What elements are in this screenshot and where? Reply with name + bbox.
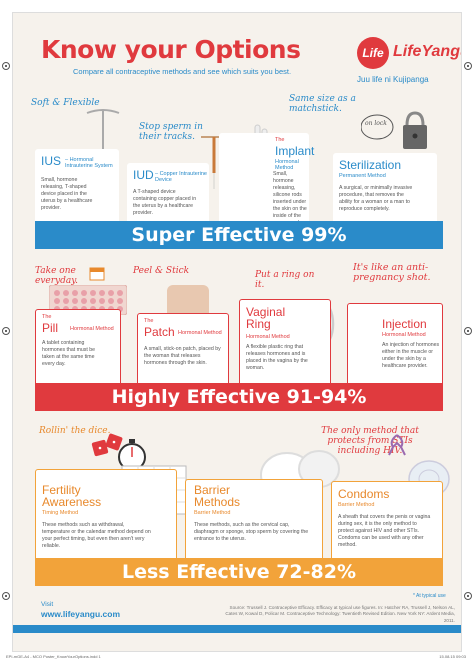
card-pill: The Pill Hormonal Method A tablet contai… bbox=[35, 309, 121, 387]
registration-mark bbox=[2, 592, 10, 600]
card-ius: IUS – Hormonal Intrauterine System Small… bbox=[35, 149, 119, 227]
logo-wordmark: LifeYangu bbox=[393, 43, 461, 60]
card-ius-name: IUS bbox=[41, 154, 62, 168]
calendar-icon bbox=[89, 267, 105, 281]
card-sterilization-sub: Permanent Method bbox=[339, 173, 386, 179]
card-iud-name: IUD bbox=[133, 168, 154, 182]
card-fertility-sub: Timing Method bbox=[42, 510, 79, 516]
card-sterilization: Sterilization Permanent Method A surgica… bbox=[333, 153, 437, 227]
card-vaginal-ring: Vaginal Ring Hormonal Method A flexible … bbox=[239, 299, 331, 387]
registration-mark bbox=[2, 62, 10, 70]
print-slug-right: 15.08.15 09:03 bbox=[439, 654, 466, 659]
card-iud: IUD – Copper Intrauterine Device A T-sha… bbox=[127, 163, 209, 227]
card-ring-name: Vaginal Ring bbox=[246, 305, 286, 331]
card-condoms-sub: Barrier Method bbox=[338, 502, 375, 508]
card-implant: The Implant Hormonal Method Small, hormo… bbox=[219, 133, 314, 240]
card-injection: Injection Hormonal Method An injection o… bbox=[347, 303, 443, 387]
tagline-ring: Put a ring on it. bbox=[255, 270, 315, 290]
card-fertility-awareness: Fertility Awareness Timing Method These … bbox=[35, 469, 177, 561]
card-patch-desc: A small, stick-on patch, placed by the w… bbox=[144, 346, 221, 367]
card-implant-name: Implant bbox=[275, 144, 315, 158]
card-patch-the: The bbox=[144, 318, 154, 324]
tagline-fertility: Rollin' the dice. bbox=[39, 426, 111, 436]
card-patch-sub: Hormonal Method bbox=[178, 330, 222, 336]
dice-icon bbox=[91, 433, 123, 457]
card-injection-desc: An injection of hormones either in the m… bbox=[382, 342, 440, 370]
card-pill-sub: Hormonal Method bbox=[70, 326, 114, 332]
awareness-ribbon-icon bbox=[388, 434, 406, 456]
card-fertility-desc: These methods such as withdrawal, temper… bbox=[42, 522, 151, 550]
registration-mark bbox=[2, 327, 10, 335]
footer-website-link[interactable]: www.lifeyangu.com bbox=[41, 609, 121, 619]
card-condoms: Condoms Barrier Method A sheath that cov… bbox=[331, 481, 443, 561]
card-barrier-sub: Barrier Method bbox=[194, 510, 231, 516]
tagline-patch: Peel & Stick bbox=[133, 266, 190, 276]
tagline-pill: Take one everyday. bbox=[35, 266, 79, 286]
page-subtitle: Compare all contraceptive methods and se… bbox=[73, 67, 292, 76]
card-ius-sub: – Hormonal Intrauterine System bbox=[65, 157, 113, 169]
footer-typical-use-note: * At typical use bbox=[413, 593, 446, 599]
card-ius-desc: Small, hormone releasing, T-shaped devic… bbox=[41, 177, 93, 212]
tagline-injection: It's like an anti-pregnancy shot. bbox=[353, 262, 431, 284]
tagline-sterilization: on lock bbox=[365, 120, 387, 127]
tagline-ius: Soft & Flexible bbox=[31, 98, 100, 108]
card-barrier-methods: Barrier Methods Barrier Method These met… bbox=[185, 479, 323, 561]
card-injection-sub: Hormonal Method bbox=[382, 332, 426, 338]
card-ring-desc: A flexible plastic ring that releases ho… bbox=[246, 344, 308, 372]
padlock-icon bbox=[361, 111, 427, 149]
tagline-condoms: The only method that protects from STIs … bbox=[321, 426, 419, 456]
registration-mark bbox=[464, 592, 472, 600]
tagline-iud: Stop sperm in their tracks. bbox=[139, 122, 203, 142]
card-condoms-desc: A sheath that covers the penis or vagina… bbox=[338, 514, 431, 549]
registration-mark bbox=[464, 327, 472, 335]
card-implant-the: The bbox=[275, 137, 285, 143]
card-iud-sub: – Copper Intrauterine Device bbox=[155, 171, 207, 183]
footer-source-citation: Source: Trussell J. Contraceptive Effica… bbox=[225, 605, 455, 623]
footer-bar bbox=[13, 625, 461, 633]
banner-highly-effective: Highly Effective 91-94% bbox=[35, 383, 443, 411]
card-sterilization-name: Sterilization bbox=[339, 158, 402, 172]
logo-circle: Life bbox=[357, 37, 389, 69]
logo-tagline: Juu life ni Kujipanga bbox=[357, 75, 429, 84]
print-slug-left: EPI-mGE-A4 - MCO Poster_KnowYourOptions.… bbox=[6, 654, 101, 659]
lifeyangu-logo: Life LifeYangu Juu life ni Kujipanga bbox=[357, 37, 461, 85]
card-patch: The Patch Hormonal Method A small, stick… bbox=[137, 313, 229, 387]
card-fertility-name: Fertility Awareness bbox=[42, 483, 102, 509]
registration-mark bbox=[464, 62, 472, 70]
card-sterilization-desc: A surgical, or minimally invasive proced… bbox=[339, 185, 413, 213]
card-injection-name: Injection bbox=[382, 317, 427, 331]
card-pill-desc: A tablet containing hormones that must b… bbox=[42, 340, 96, 368]
banner-less-effective: Less Effective 72-82% bbox=[35, 558, 443, 586]
card-iud-desc: A T-shaped device containing copper plac… bbox=[133, 189, 197, 217]
card-pill-name: Pill bbox=[42, 321, 59, 335]
card-implant-sub: Hormonal Method bbox=[275, 159, 299, 171]
card-condoms-name: Condoms bbox=[338, 487, 390, 501]
card-ring-sub: Hormonal Method bbox=[246, 334, 290, 340]
tagline-implant: Same size as a matchstick. bbox=[289, 94, 356, 114]
footer-visit-label: Visit bbox=[41, 601, 54, 608]
card-barrier-name: Barrier Methods bbox=[194, 483, 241, 509]
card-pill-the: The bbox=[42, 314, 52, 320]
banner-super-effective: Super Effective 99% bbox=[35, 221, 443, 249]
page-title: Know your Options bbox=[41, 35, 301, 64]
poster: Know your Options Compare all contracept… bbox=[12, 12, 462, 652]
card-patch-name: Patch bbox=[144, 325, 175, 339]
card-barrier-desc: These methods, such as the cervical cap,… bbox=[194, 522, 309, 543]
